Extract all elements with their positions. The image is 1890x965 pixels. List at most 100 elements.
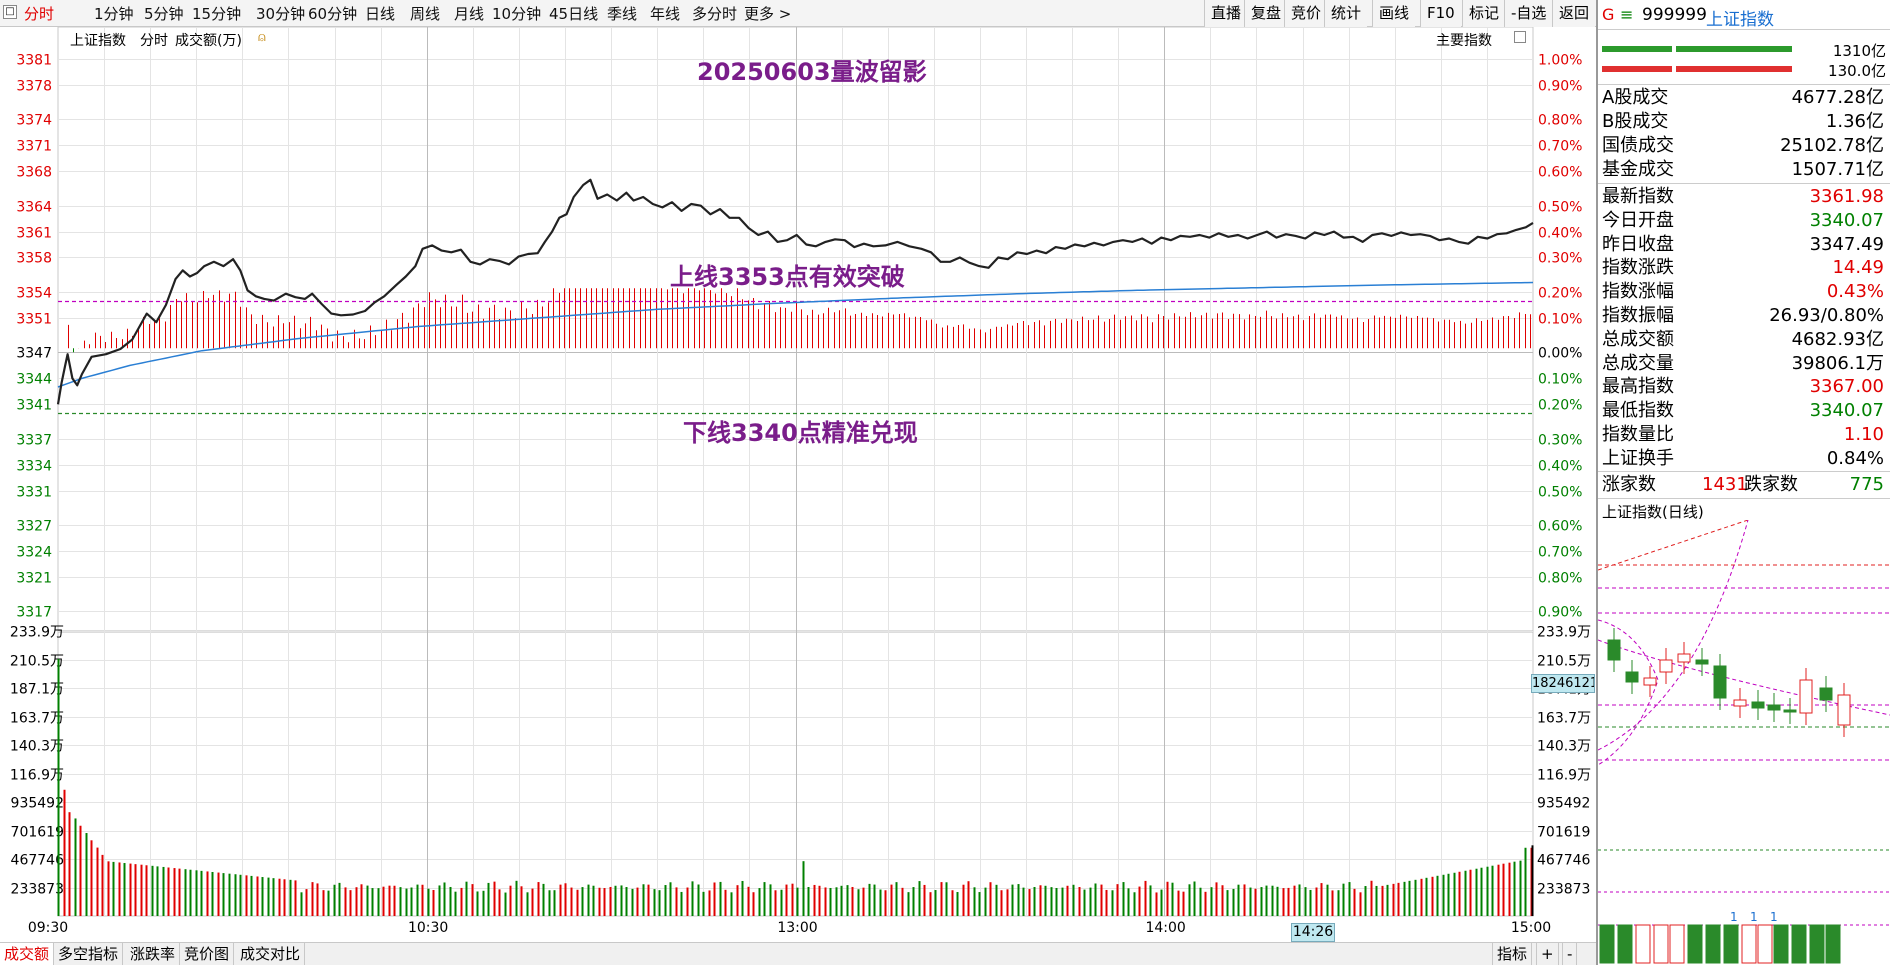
indicator-tab-3[interactable]: 竞价图 (180, 943, 235, 965)
period-tab-10[interactable]: 45日线 (549, 5, 599, 23)
toolbar-button-4[interactable]: 画线 (1372, 0, 1416, 27)
stat-value: 3340.07 (1809, 209, 1884, 231)
mini-candle (1733, 699, 1747, 707)
stat-value: 0.43% (1826, 281, 1884, 303)
mini-volume-bar (1669, 924, 1685, 964)
period-tab-13[interactable]: 多分时 (692, 5, 738, 23)
stat-value: 4682.93亿 (1791, 328, 1884, 350)
indicator-control-0[interactable]: 指标 (1492, 943, 1533, 965)
breadth-bar-red-2 (1676, 66, 1792, 72)
cursor-time-label: 14:26 (1291, 923, 1335, 942)
price-tick: 3317 (16, 605, 52, 621)
stat-label: 最新指数 (1602, 186, 1674, 207)
price-tick: 3344 (16, 372, 52, 388)
mini-candle (1643, 677, 1657, 686)
period-tab-12[interactable]: 年线 (650, 5, 681, 23)
stat-value: 26.93/0.80% (1769, 305, 1884, 326)
pct-tick: 0.00% (1538, 346, 1582, 362)
period-tab-6[interactable]: 日线 (365, 5, 396, 23)
volume-tick-left: 116.9万 (10, 768, 64, 784)
stat-value: 3361.98 (1809, 186, 1884, 207)
toolbar-button-0[interactable]: 直播 (1204, 0, 1248, 27)
mini-volume-bar (1791, 924, 1807, 964)
chart-svg[interactable]: 3381 1.00% 3378 0.90% 3374 0.80% 3371 0.70% 3368… (0, 26, 1596, 942)
mini-trend-line (1598, 639, 1890, 716)
indicator-tab-0[interactable]: 成交额 (0, 943, 55, 965)
lower-line-annotation: 下线3340点精准兑现 (683, 419, 918, 447)
stat-row: 指数涨幅 0.43% (1602, 280, 1884, 304)
list-icon[interactable]: ≡ (1620, 5, 1634, 24)
indicator-control-1[interactable]: + (1536, 943, 1559, 965)
time-label: 15:00 (1511, 920, 1551, 936)
toolbar-button-3[interactable]: 统计 (1324, 0, 1368, 27)
indicator-tab-2[interactable]: 涨跌率 (126, 943, 181, 965)
toolbar-button-1[interactable]: 复盘 (1244, 0, 1288, 27)
pct-tick: 0.90% (1538, 605, 1582, 621)
mini-volume-bar (1635, 924, 1651, 964)
main-index-button[interactable]: 主要指数 (1436, 33, 1492, 49)
mini-candle (1819, 687, 1833, 701)
period-tab-3[interactable]: 15分钟 (192, 5, 242, 23)
period-tab-8[interactable]: 月线 (454, 5, 485, 23)
toolbar-button-7[interactable]: -自选 (1504, 0, 1553, 27)
menu-icon[interactable]: □ (3, 5, 17, 19)
mini-candle (1695, 659, 1709, 665)
mini-volume-bar (1617, 924, 1633, 964)
price-tick: 3358 (16, 251, 52, 267)
mini-volume-bar (1653, 924, 1669, 964)
stat-value: 3347.49 (1809, 233, 1884, 255)
volume-tick-right: 467746 (1537, 853, 1591, 869)
price-tick: 3381 (16, 53, 52, 69)
pct-tick: 0.70% (1538, 545, 1582, 561)
divider (1598, 498, 1890, 499)
price-tick: 3327 (16, 519, 52, 535)
toolbar-button-5[interactable]: F10 (1420, 0, 1461, 27)
index-code: 999999 (1642, 5, 1707, 25)
turnover-label: B股成交 (1602, 111, 1669, 132)
indicator-tabbar: 成交额 多空指标 涨跌率 竞价图 成交对比 指标 + - (0, 942, 1596, 965)
toolbar-button-8[interactable]: 返回 (1552, 0, 1596, 27)
toolbar-button-6[interactable]: 标记 (1462, 0, 1506, 27)
period-tab-11[interactable]: 季线 (607, 5, 638, 23)
advance-label: 涨家数 (1602, 474, 1656, 495)
volume-tick-left: 935492 (11, 796, 64, 812)
turnover-label: 国债成交 (1602, 135, 1674, 156)
period-tab-9[interactable]: 10分钟 (492, 5, 542, 23)
period-tab-1[interactable]: 1分钟 (94, 5, 134, 23)
stat-row: 指数量比 1.10 (1602, 423, 1884, 447)
turnover-value: 25102.78亿 (1780, 135, 1884, 156)
stat-value: 39806.1万 (1791, 352, 1884, 374)
price-tick: 3361 (16, 226, 52, 242)
pct-tick: 0.50% (1538, 485, 1582, 501)
g-icon[interactable]: G (1602, 5, 1615, 24)
bell-icon[interactable]: ⍝ (258, 30, 266, 45)
intraday-chart[interactable]: 3381 1.00% 3378 0.90% 3374 0.80% 3371 0.70% 3368… (0, 26, 1596, 942)
period-tab-2[interactable]: 5分钟 (144, 5, 184, 23)
turnover-row: 基金成交 1507.71亿 (1602, 158, 1884, 182)
mini-candle (1625, 671, 1639, 683)
indicator-tab-1[interactable]: 多空指标 (54, 943, 124, 965)
period-tab-7[interactable]: 周线 (410, 5, 441, 23)
period-tab-14[interactable]: 更多 > (744, 5, 792, 23)
mini-candle (1783, 709, 1797, 713)
pct-tick: 0.70% (1538, 139, 1582, 155)
period-toolbar: □ 分时 1分钟 5分钟 15分钟 30分钟 60分钟 日线 周线 月线 10分钟 45日线 季线 年线… (0, 0, 1596, 27)
panel-toggle-icon[interactable] (1514, 31, 1526, 43)
mini-candle (1767, 704, 1781, 711)
mini-volume-bar (1809, 924, 1825, 964)
decline-count: 775 (1849, 474, 1884, 495)
average-price-line (57, 281, 1534, 388)
toolbar-button-2[interactable]: 竞价 (1284, 0, 1328, 27)
volume-tick-right: 935492 (1537, 796, 1590, 812)
mini-candle (1837, 694, 1851, 726)
period-tab-5[interactable]: 60分钟 (308, 5, 358, 23)
pct-tick: 0.40% (1538, 226, 1582, 242)
stat-label: 指数涨跌 (1602, 257, 1674, 279)
mini-chart-title: 上证指数(日线) (1602, 503, 1704, 521)
indicator-tab-4[interactable]: 成交对比 (236, 943, 306, 965)
mini-volume-bar (1599, 924, 1615, 964)
period-tab-0[interactable]: 分时 (24, 5, 55, 23)
period-tab-4[interactable]: 30分钟 (256, 5, 306, 23)
indicator-control-2[interactable]: - (1562, 943, 1578, 965)
